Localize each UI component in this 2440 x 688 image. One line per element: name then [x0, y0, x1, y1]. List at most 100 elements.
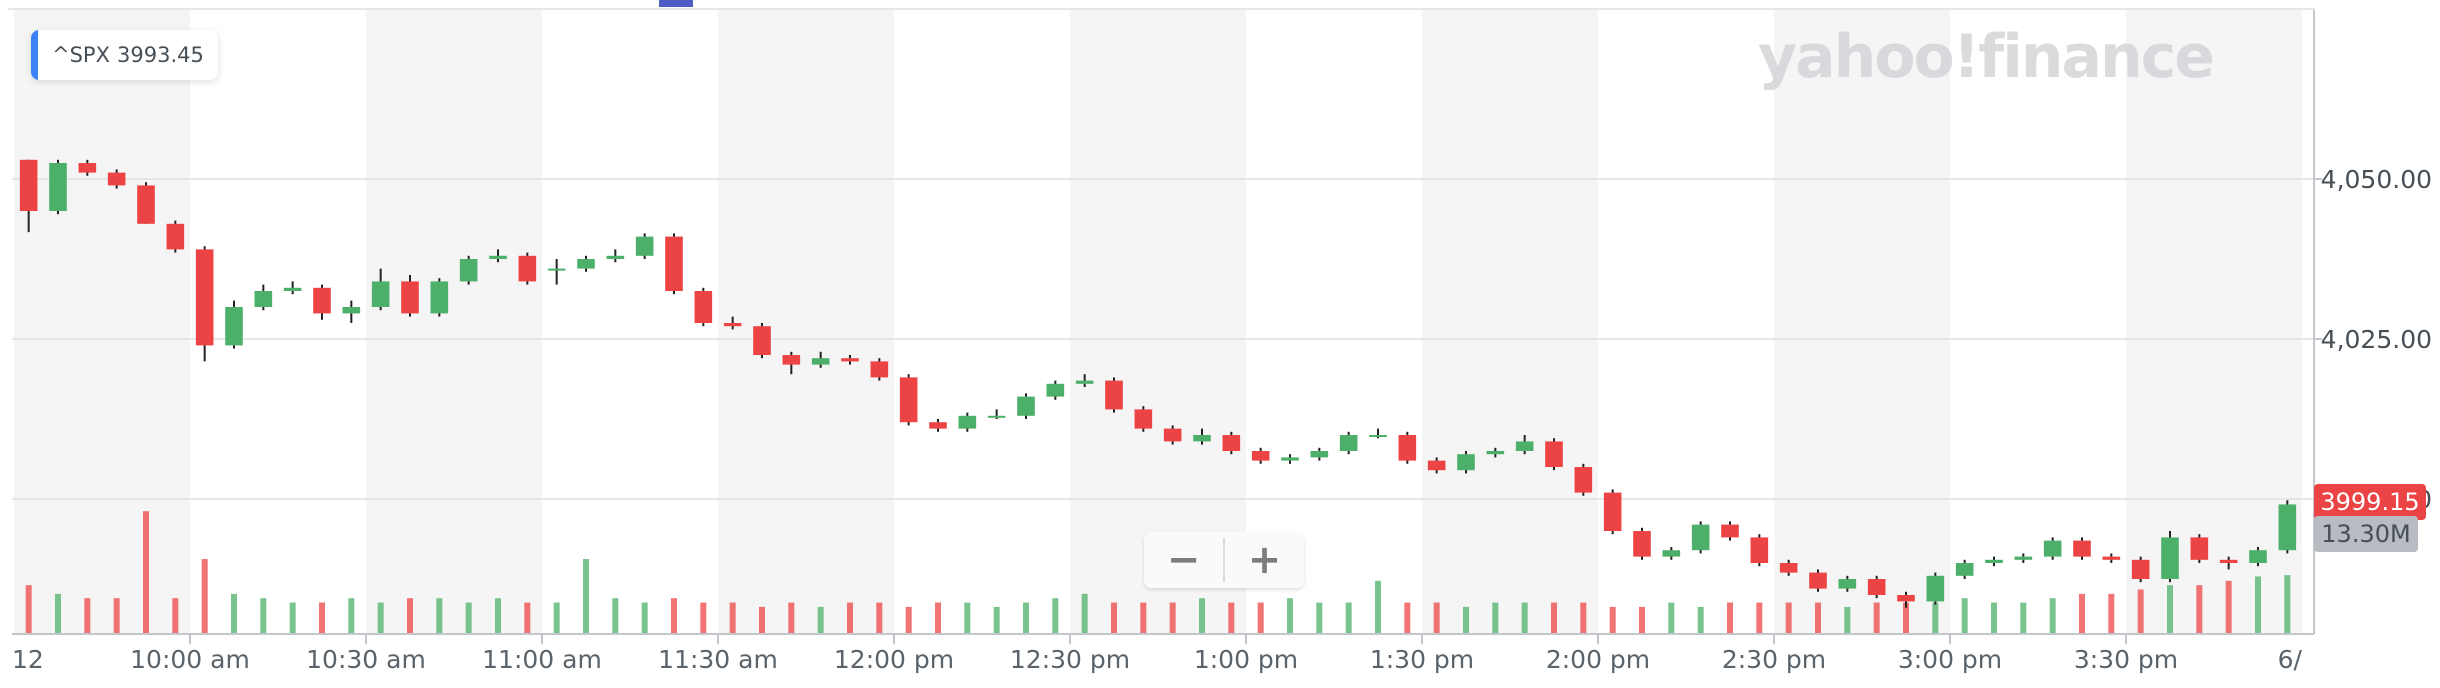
x-tick-label: 12:30 pm: [1010, 645, 1130, 674]
volume-bar: [759, 606, 765, 633]
volume-bar: [1580, 602, 1587, 633]
zoom-out-button[interactable]: −: [1166, 537, 1201, 583]
volume-bar: [1492, 602, 1499, 633]
candle-body: [49, 163, 67, 211]
volume-bar: [260, 598, 267, 633]
volume-bar: [2137, 589, 2144, 633]
volume-bar: [1639, 606, 1645, 633]
candle-body: [1691, 524, 1710, 551]
x-tick-label: 11:00 am: [482, 645, 602, 674]
candle-body: [1633, 531, 1651, 557]
candle-body: [430, 281, 449, 314]
legend-symbol: ^SPX: [52, 43, 110, 67]
candle-body: [1281, 457, 1299, 461]
volume-bar: [817, 606, 824, 633]
candle-body: [1809, 572, 1827, 589]
candle-body: [195, 249, 214, 346]
volume-bar: [2167, 585, 2173, 633]
candle-body: [1897, 595, 1915, 602]
volume-bar: [407, 598, 413, 633]
session-band: [1422, 10, 1598, 634]
candle-body: [1457, 454, 1475, 471]
candle-body: [1222, 435, 1241, 451]
volume-bar: [553, 602, 560, 633]
candle-body: [2161, 537, 2179, 579]
volume-bar: [84, 598, 91, 633]
volume-bar: [905, 606, 912, 633]
volume-bar: [1668, 602, 1675, 633]
volume-bar: [993, 606, 1000, 633]
volume-bar: [1697, 606, 1704, 633]
volume-bar: [641, 602, 648, 633]
candle-body: [1427, 460, 1446, 471]
volume-bar: [436, 598, 443, 633]
candle-body: [1075, 380, 1094, 384]
volume-bar: [1551, 602, 1557, 633]
volume-bar: [1257, 602, 1264, 633]
candle-body: [899, 377, 918, 423]
candle-body: [1251, 451, 1270, 461]
x-tick-label: 1:30 pm: [1370, 645, 1474, 674]
volume-bar: [1316, 602, 1323, 633]
volume-bar: [1991, 602, 1997, 633]
volume-bar: [172, 598, 179, 633]
range-selector-handle[interactable]: [659, 0, 693, 7]
volume-bar: [1903, 602, 1909, 633]
volume-bar: [876, 602, 883, 633]
volume-bar: [788, 602, 795, 633]
candle-body: [1545, 441, 1563, 467]
candle-body: [1369, 435, 1387, 437]
candle-body: [1486, 451, 1505, 455]
volume-bar: [1404, 602, 1411, 633]
session-band: [2126, 10, 2302, 634]
y-axis: 4,050.004,025.000: [2314, 165, 2432, 514]
volume-bars: [25, 511, 2291, 633]
series-color-marker: [31, 30, 38, 80]
candle-body: [782, 355, 801, 365]
candle-body: [1926, 575, 1945, 602]
session-band: [718, 10, 894, 634]
volume-bar: [671, 598, 677, 633]
volume-bar: [1081, 593, 1088, 633]
candle-body: [313, 287, 331, 314]
candle-body: [2249, 550, 2267, 563]
candle-body: [841, 358, 859, 362]
volume-bar: [1844, 606, 1851, 633]
x-tick-label: 3:30 pm: [2074, 645, 2178, 674]
candle-body: [1163, 428, 1182, 442]
candle-body: [1515, 441, 1534, 451]
candle-body: [2102, 556, 2121, 560]
candle-body: [2278, 504, 2297, 551]
x-tick-label: 12:00 pm: [834, 645, 954, 674]
volume-bar: [2049, 598, 2056, 633]
candle-body: [1867, 579, 1886, 595]
volume-bar: [1023, 602, 1029, 633]
volume-bar: [201, 559, 208, 633]
x-tick-label: 2:00 pm: [1546, 645, 1650, 674]
current-price-label: 3999.15: [2314, 484, 2426, 520]
session-band: [14, 10, 190, 634]
candle-body: [1046, 383, 1065, 397]
volume-bar: [2225, 580, 2232, 633]
volume-bar: [1111, 602, 1117, 633]
x-tick-label: 6/: [2278, 645, 2303, 674]
volume-bar: [289, 602, 296, 633]
candle-body: [166, 223, 185, 250]
volume-bar: [847, 602, 853, 633]
candle-body: [371, 281, 390, 307]
candle-body: [2014, 556, 2033, 560]
session-bands: [14, 10, 2302, 634]
volume-bar: [1873, 602, 1880, 633]
candle-body: [1750, 537, 1769, 563]
candle-body: [459, 259, 478, 282]
candle-body: [2043, 540, 2062, 557]
zoom-in-button[interactable]: +: [1247, 537, 1282, 583]
symbol-legend[interactable]: ^SPX 3993.45: [31, 30, 218, 80]
candle-body: [547, 268, 566, 271]
x-tick-label: 11:30 am: [658, 645, 778, 674]
volume-bar: [55, 593, 61, 633]
volume-bar: [1433, 602, 1440, 633]
candle-body: [1310, 451, 1329, 458]
candle-body: [1985, 559, 2003, 563]
